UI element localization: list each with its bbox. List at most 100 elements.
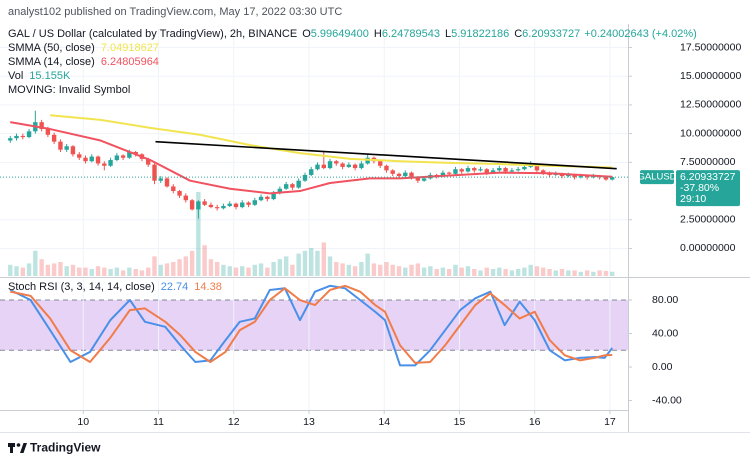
- candle-body: [246, 202, 251, 205]
- volume-bar: [490, 269, 496, 276]
- volume-bar: [440, 267, 446, 276]
- candle-body: [340, 163, 345, 167]
- x-tick-label: 11: [153, 416, 164, 428]
- volume-bar: [597, 270, 602, 276]
- candle-body: [578, 176, 584, 178]
- legend-row: Vol 15.155K: [8, 70, 71, 82]
- candle-body: [214, 207, 220, 209]
- ohlc-key: H: [374, 28, 382, 40]
- candle-body: [572, 174, 577, 178]
- candle-body: [20, 135, 26, 138]
- volume-bar: [45, 264, 51, 276]
- candle-body: [45, 129, 51, 135]
- candle-body: [252, 200, 257, 205]
- volume-bar: [171, 262, 176, 276]
- volume-bar: [528, 264, 533, 276]
- candle-body: [39, 122, 44, 130]
- volume-bar: [609, 271, 615, 276]
- volume-bar: [233, 267, 239, 276]
- volume-bar: [208, 259, 214, 276]
- candle-body: [566, 174, 571, 177]
- volume-bar: [246, 267, 251, 276]
- candle-body: [559, 173, 565, 177]
- volume-bar: [566, 270, 571, 276]
- candle-body: [609, 177, 615, 180]
- volume-bar: [8, 264, 13, 276]
- candle-body: [189, 200, 195, 210]
- volume-bar: [26, 263, 32, 276]
- volume-bar: [221, 264, 226, 276]
- candle-body: [440, 172, 446, 177]
- published-note: analyst102 published on TradingView.com,…: [8, 6, 342, 18]
- y-tick-label: 17.50000000: [680, 41, 741, 53]
- volume-bar: [359, 262, 364, 276]
- volume-bar: [102, 267, 107, 276]
- volume-bar: [114, 267, 120, 276]
- x-tick-label: 16: [529, 416, 541, 428]
- volume-bar: [296, 253, 301, 276]
- volume-bar: [340, 263, 345, 276]
- volume-bar: [95, 266, 101, 276]
- volume-bar: [39, 259, 44, 276]
- candle-body: [409, 172, 414, 178]
- volume-bar: [196, 192, 201, 276]
- volume-bar: [459, 267, 464, 276]
- candle-body: [227, 203, 232, 206]
- volume-bar: [133, 269, 138, 276]
- volume-bar: [541, 267, 546, 276]
- candle-body: [352, 164, 358, 169]
- ohlc-value: 5.99649400: [311, 28, 369, 40]
- volume-bar: [472, 269, 477, 276]
- volume-bar: [127, 267, 132, 276]
- volume-bar: [515, 269, 521, 276]
- candle-body: [490, 170, 496, 173]
- volume-bar: [202, 245, 207, 276]
- candle-body: [64, 146, 69, 150]
- symbol-label: GALUSD: [637, 172, 676, 183]
- candle-body: [396, 173, 402, 177]
- ohlc-key: O: [302, 28, 311, 40]
- candle-body: [321, 164, 326, 169]
- volume-bar: [214, 262, 220, 276]
- y-tick-label: 12.50000000: [680, 99, 741, 111]
- volume-bar: [83, 267, 88, 276]
- legend-value: 6.24805964: [101, 56, 159, 68]
- legend-value: 15.155K: [29, 70, 71, 82]
- candle-body: [315, 164, 320, 170]
- candle-body: [120, 155, 126, 158]
- price-label-box: [676, 170, 740, 207]
- candle-body: [127, 152, 132, 158]
- candle-body: [403, 172, 408, 177]
- indicator-value: 14.38: [194, 281, 222, 293]
- volume-bar: [315, 250, 320, 276]
- volume-bar: [334, 262, 339, 276]
- volume-bar: [321, 242, 326, 276]
- candle-body: [183, 195, 188, 201]
- volume-bar: [553, 270, 558, 276]
- volume-bar: [283, 256, 289, 276]
- volume-bar: [578, 271, 584, 276]
- candle-body: [346, 164, 352, 167]
- candle-body: [591, 176, 596, 178]
- volume-bar: [497, 267, 502, 276]
- candle-body: [14, 135, 19, 139]
- candle-body: [484, 169, 489, 173]
- volume-bar: [145, 267, 151, 276]
- y-tick-label: 10.00000000: [680, 127, 741, 139]
- volume-bar: [522, 267, 527, 276]
- volume-bar: [14, 266, 19, 276]
- volume-bar: [252, 264, 257, 276]
- logo-icon: [8, 443, 27, 453]
- volume-bar: [302, 250, 308, 276]
- candle-body: [196, 201, 201, 210]
- volume-bar: [453, 264, 458, 276]
- candle-body: [465, 168, 471, 172]
- volume-bar: [64, 266, 69, 276]
- volume-bar: [51, 263, 57, 276]
- candle-body: [509, 170, 515, 172]
- candle-body: [77, 154, 82, 158]
- volume-bar: [277, 259, 283, 276]
- candle-body: [95, 156, 101, 164]
